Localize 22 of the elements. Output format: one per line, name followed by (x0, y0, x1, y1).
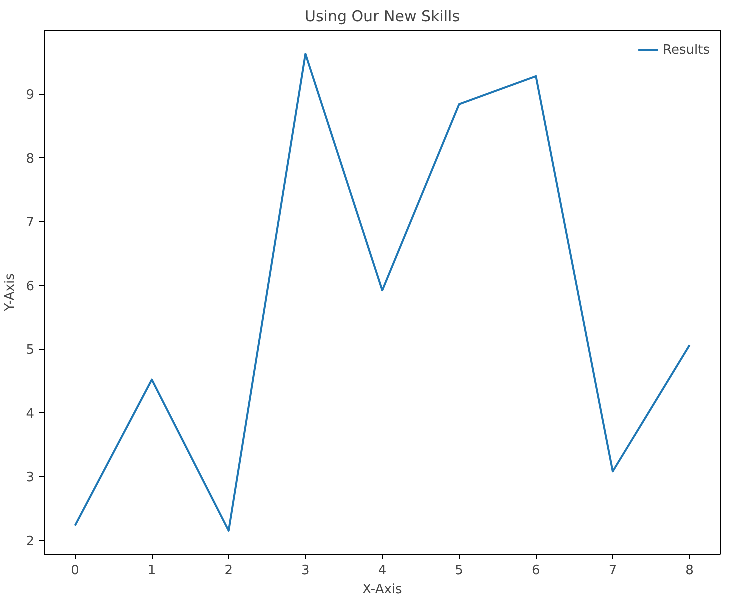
x-tick-label: 7 (608, 564, 618, 578)
chart-title: Using Our New Skills (304, 8, 460, 26)
x-tick-label: 5 (455, 564, 464, 578)
y-tick-label: 4 (26, 406, 35, 422)
y-tick-label: 7 (26, 216, 35, 231)
x-tick-label: 6 (532, 564, 540, 578)
x-tick-label: 8 (686, 564, 694, 578)
y-axis-title: Y-Axis (3, 273, 18, 312)
y-tick-label: 6 (26, 279, 35, 294)
x-tick-label: 1 (148, 564, 156, 578)
line-series (74, 53, 691, 532)
legend-label: Results (663, 42, 710, 58)
x-tick-label: 3 (302, 564, 310, 578)
x-tick-label: 0 (71, 564, 80, 578)
x-tick-label: 2 (224, 564, 234, 578)
y-tick-label: 3 (26, 470, 35, 486)
y-tick-label: 5 (26, 343, 35, 358)
y-tick-label: 8 (26, 152, 35, 167)
y-tick-label: 2 (26, 534, 35, 550)
x-tick-label: 4 (378, 564, 387, 578)
x-axis-title: X-Axis (362, 582, 403, 598)
y-tick-label: 9 (26, 88, 35, 104)
